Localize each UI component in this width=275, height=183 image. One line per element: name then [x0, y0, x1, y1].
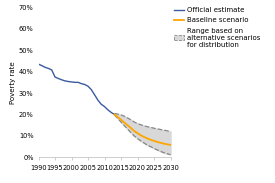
Y-axis label: Poverty rate: Poverty rate [10, 61, 16, 104]
Legend: Official estimate, Baseline scenario, Range based on
alternative scenarios
for d: Official estimate, Baseline scenario, Ra… [174, 7, 260, 48]
